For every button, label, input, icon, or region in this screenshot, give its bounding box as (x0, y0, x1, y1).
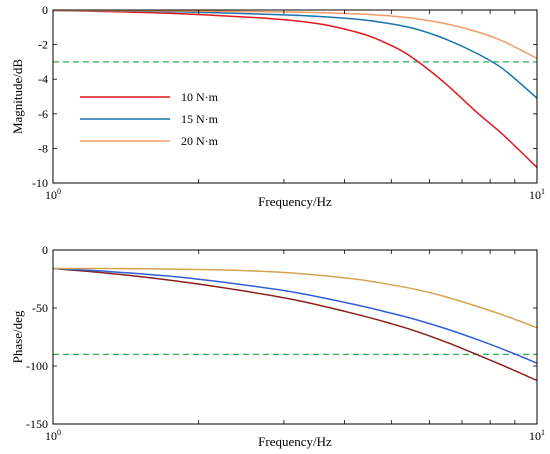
phase-y-axis-label: Phase/deg (10, 310, 25, 363)
legend-label-10nm: 10 N·m (181, 90, 219, 104)
magnitude-x-axis-label: Frequency/Hz (258, 194, 332, 209)
phase-panel: 100 101 0 -50 -100 -150 Phase/deg Frequency/… (10, 243, 545, 449)
legend-label-15nm: 15 N·m (181, 112, 219, 126)
magnitude-legend: 10 N·m 15 N·m 20 N·m (80, 90, 219, 148)
magnitude-plot-frame (52, 9, 538, 184)
y-tick-label: -2 (38, 38, 48, 52)
legend-label-20nm: 20 N·m (181, 134, 219, 148)
phase-x-ticks: 100 101 (45, 250, 545, 443)
y-tick-label: 0 (42, 243, 48, 257)
magnitude-series-group (52, 9, 538, 168)
x-tick-label: 101 (529, 428, 545, 443)
series-line-phase-2 (52, 267, 538, 329)
y-tick-label: -100 (26, 359, 48, 373)
y-tick-label: -6 (38, 107, 48, 121)
phase-plot-frame (52, 249, 538, 425)
x-tick-label: 101 (529, 187, 545, 202)
phase-series-group (52, 267, 538, 382)
y-tick-label: -50 (32, 301, 48, 315)
series-line-magnitude-1 (52, 9, 538, 99)
x-tick-label: 100 (45, 428, 61, 443)
y-tick-label: -150 (26, 417, 48, 431)
phase-y-ticks: 0 -50 -100 -150 (26, 243, 537, 431)
series-line-phase-0 (52, 267, 538, 382)
magnitude-y-axis-label: Magnitude/dB (10, 59, 25, 134)
series-line-phase-1 (52, 267, 538, 364)
phase-x-axis-label: Frequency/Hz (258, 434, 332, 449)
y-tick-label: -4 (38, 72, 48, 86)
y-tick-label: 0 (42, 3, 48, 17)
y-tick-label: -8 (38, 141, 48, 155)
x-tick-label: 100 (45, 187, 61, 202)
series-line-magnitude-2 (52, 9, 538, 60)
magnitude-x-ticks: 100 101 (45, 10, 545, 202)
y-tick-label: -10 (32, 176, 48, 190)
magnitude-y-ticks: 0 -2 -4 -6 -8 -10 (32, 3, 537, 190)
magnitude-panel: 100 101 0 -2 -4 -6 -8 -10 Magnitude/dB Frequen… (10, 3, 545, 209)
series-line-magnitude-0 (52, 9, 538, 168)
